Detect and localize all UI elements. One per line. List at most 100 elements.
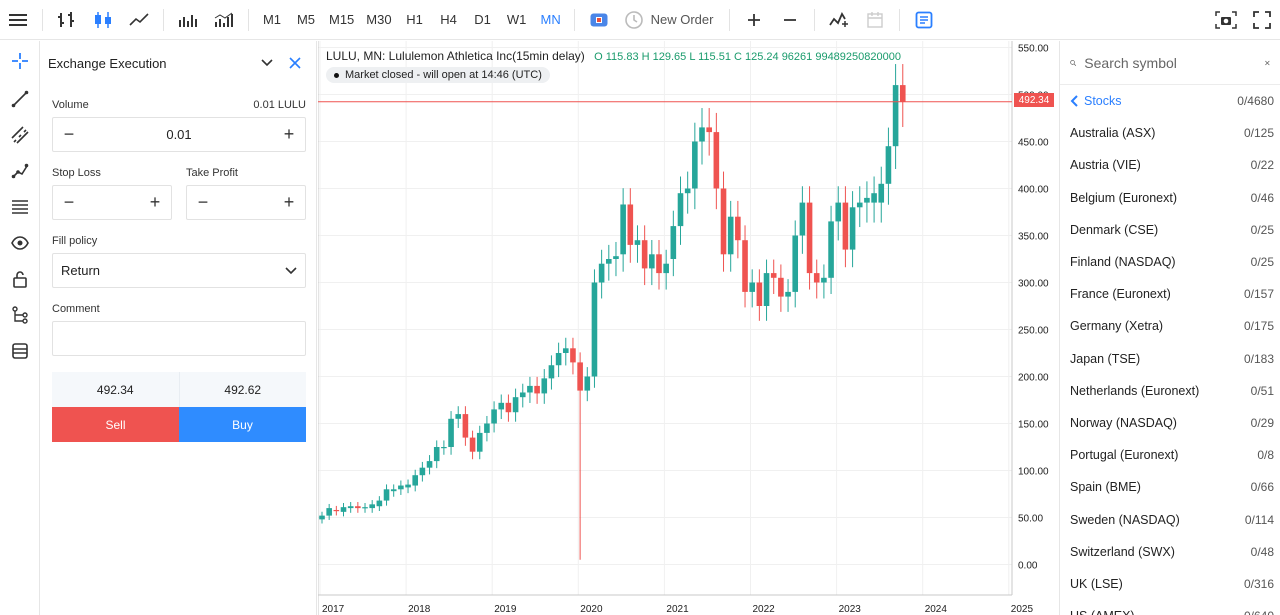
- data-window-icon[interactable]: [0, 333, 40, 369]
- symbol-group-item[interactable]: Australia (ASX) 0/125: [1060, 117, 1280, 149]
- calendar-icon[interactable]: [857, 0, 893, 40]
- candle-body: [469, 437, 476, 452]
- symbol-group-item[interactable]: Japan (TSE) 0/183: [1060, 343, 1280, 375]
- candle-body: [663, 263, 669, 274]
- indicator-add-icon[interactable]: [821, 0, 857, 40]
- timeframe-m5-button[interactable]: M5: [296, 12, 316, 27]
- comment-label: Comment: [52, 303, 100, 315]
- candlestick-chart-type-icon[interactable]: [85, 0, 121, 40]
- take-profit-decrease-button[interactable]: −: [197, 192, 209, 212]
- symbol-group-item[interactable]: Germany (Xetra) 0/175: [1060, 310, 1280, 342]
- crosshair-icon[interactable]: [0, 41, 40, 81]
- candle-body: [577, 362, 583, 391]
- volume-input[interactable]: 0.01: [166, 127, 192, 142]
- candle-body: [613, 256, 619, 259]
- object-tree-icon[interactable]: [0, 297, 40, 333]
- y-axis-tick-label: 0.00: [1018, 561, 1038, 572]
- pitchfork-icon[interactable]: [0, 153, 40, 189]
- candle-body: [641, 240, 648, 269]
- timeframe-w1-button[interactable]: W1: [506, 12, 527, 27]
- fullscreen-icon[interactable]: [1244, 0, 1280, 40]
- symbol-group-item[interactable]: US (AMEX) 0/640: [1060, 600, 1280, 615]
- symbol-group-item-count: 0/175: [1243, 319, 1274, 334]
- timeframe-h4-button[interactable]: H4: [440, 12, 457, 27]
- timeframe-mn-button[interactable]: MN: [540, 12, 561, 27]
- market-status-text: Market closed - will open at 14:46 (UTC): [345, 69, 542, 81]
- volume-decrease-button[interactable]: −: [63, 124, 75, 144]
- timeframe-m15-button[interactable]: M15: [329, 12, 355, 27]
- candle-body: [756, 282, 763, 306]
- lock-icon[interactable]: [0, 261, 40, 297]
- candle-body: [426, 461, 433, 468]
- candle-body: [606, 259, 612, 264]
- stop-loss-decrease-button[interactable]: −: [63, 192, 75, 212]
- candle-body: [692, 141, 698, 189]
- take-profit-increase-button[interactable]: +: [283, 192, 295, 212]
- x-axis-tick-label: 2020: [580, 604, 603, 615]
- candle-body: [390, 489, 397, 492]
- candle-body: [770, 273, 777, 278]
- timeframe-m30-button[interactable]: M30: [366, 12, 392, 27]
- symbol-group-item[interactable]: France (Euronext) 0/157: [1060, 278, 1280, 310]
- comment-input[interactable]: [52, 321, 306, 356]
- fill-policy-select[interactable]: Return: [52, 253, 306, 288]
- trade-buttons: Sell Buy: [52, 407, 306, 442]
- order-panel-header: Exchange Execution: [41, 41, 316, 85]
- line-chart-type-icon[interactable]: [121, 0, 157, 40]
- new-order-button[interactable]: New Order: [617, 0, 724, 40]
- symbol-group-item[interactable]: Norway (NASDAQ) 0/29: [1060, 407, 1280, 439]
- menu-icon[interactable]: [0, 0, 36, 40]
- trend-line-icon[interactable]: [0, 81, 40, 117]
- symbol-group-item-name: Japan (TSE): [1070, 351, 1141, 366]
- buy-button[interactable]: Buy: [179, 407, 306, 442]
- fibonacci-icon[interactable]: [0, 189, 40, 225]
- timeframe-m1-button[interactable]: M1: [262, 12, 282, 27]
- symbol-group-item[interactable]: Switzerland (SWX) 0/48: [1060, 536, 1280, 568]
- y-axis-tick-label: 400.00: [1018, 185, 1049, 196]
- symbol-group-item-count: 0/114: [1244, 512, 1274, 527]
- symbol-group-item[interactable]: Denmark (CSE) 0/25: [1060, 214, 1280, 246]
- symbol-group-header[interactable]: Stocks 0/4680: [1060, 85, 1280, 117]
- symbol-group-item[interactable]: Austria (VIE) 0/22: [1060, 149, 1280, 181]
- indicators-icon[interactable]: [170, 0, 206, 40]
- x-axis-tick-label: 2024: [925, 604, 948, 615]
- close-icon[interactable]: [281, 57, 309, 69]
- close-icon[interactable]: [1265, 57, 1270, 69]
- price-chart[interactable]: 550.00500.00450.00400.00350.00300.00250.…: [318, 41, 1058, 615]
- drawing-tools-sidebar: [0, 41, 40, 615]
- channel-icon[interactable]: [0, 117, 40, 153]
- symbol-group-item[interactable]: Portugal (Euronext) 0/8: [1060, 439, 1280, 471]
- y-axis-tick-label: 100.00: [1018, 467, 1049, 478]
- symbol-group-item[interactable]: Sweden (NASDAQ) 0/114: [1060, 503, 1280, 535]
- candle-body: [699, 127, 705, 142]
- chevron-left-icon[interactable]: [1070, 95, 1078, 107]
- timeframe-d1-button[interactable]: D1: [474, 12, 491, 27]
- one-click-trading-icon[interactable]: [581, 0, 617, 40]
- symbol-group-item[interactable]: UK (LSE) 0/316: [1060, 568, 1280, 600]
- x-axis-tick-label: 2023: [839, 604, 862, 615]
- volume-indicator-icon[interactable]: [206, 0, 242, 40]
- screenshot-icon[interactable]: [1208, 0, 1244, 40]
- notes-icon[interactable]: [906, 0, 942, 40]
- bar-chart-type-icon[interactable]: [49, 0, 85, 40]
- ohlc-values: O 115.83 H 129.65 L 115.51 C 125.24 9626…: [594, 51, 901, 63]
- candle-body: [548, 365, 555, 379]
- symbol-group-item[interactable]: Spain (BME) 0/66: [1060, 471, 1280, 503]
- volume-increase-button[interactable]: +: [283, 124, 295, 144]
- zoom-in-icon[interactable]: [736, 0, 772, 40]
- symbol-group-item[interactable]: Finland (NASDAQ) 0/25: [1060, 246, 1280, 278]
- y-axis-tick-label: 150.00: [1018, 420, 1049, 431]
- search-input[interactable]: [1084, 54, 1266, 71]
- timeframe-h1-button[interactable]: H1: [406, 12, 423, 27]
- sell-button[interactable]: Sell: [52, 407, 179, 442]
- chevron-down-icon[interactable]: [253, 59, 281, 67]
- candlestick-chart[interactable]: 550.00500.00450.00400.00350.00300.00250.…: [318, 41, 1058, 615]
- symbol-group-name: Stocks: [1084, 94, 1122, 109]
- zoom-out-icon[interactable]: [772, 0, 808, 40]
- symbol-group-item[interactable]: Netherlands (Euronext) 0/51: [1060, 375, 1280, 407]
- execution-type-select[interactable]: Exchange Execution: [48, 55, 167, 71]
- symbol-group-item[interactable]: Belgium (Euronext) 0/46: [1060, 182, 1280, 214]
- eye-icon[interactable]: [0, 225, 40, 261]
- candle-body: [871, 193, 877, 203]
- stop-loss-increase-button[interactable]: +: [149, 192, 161, 212]
